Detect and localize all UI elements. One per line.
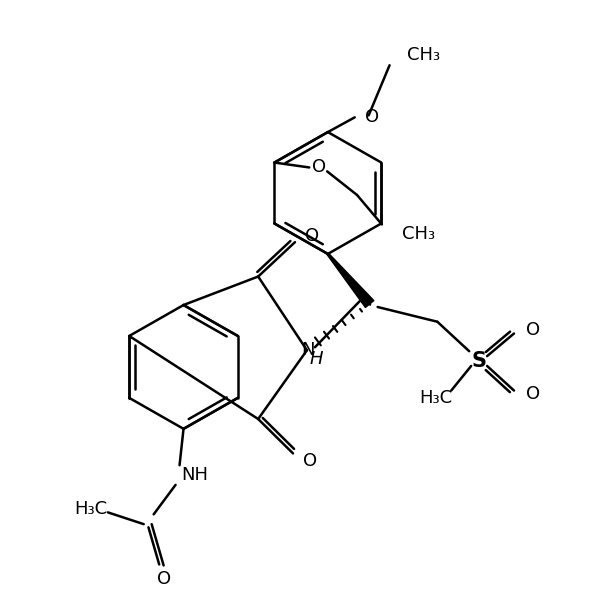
Text: O: O bbox=[305, 227, 319, 245]
Text: O: O bbox=[526, 385, 540, 404]
Text: H: H bbox=[309, 350, 323, 368]
Text: NH: NH bbox=[181, 466, 209, 484]
Text: H₃C: H₃C bbox=[420, 389, 453, 407]
Text: O: O bbox=[303, 453, 317, 470]
Text: O: O bbox=[365, 109, 379, 126]
Text: O: O bbox=[526, 320, 540, 339]
Text: H₃C: H₃C bbox=[74, 500, 107, 519]
Polygon shape bbox=[327, 253, 374, 307]
Text: CH₃: CH₃ bbox=[407, 47, 441, 64]
Text: CH₃: CH₃ bbox=[402, 225, 435, 243]
Text: O: O bbox=[312, 159, 326, 176]
Text: S: S bbox=[472, 351, 486, 371]
Text: O: O bbox=[157, 570, 171, 588]
Text: N: N bbox=[301, 341, 314, 359]
